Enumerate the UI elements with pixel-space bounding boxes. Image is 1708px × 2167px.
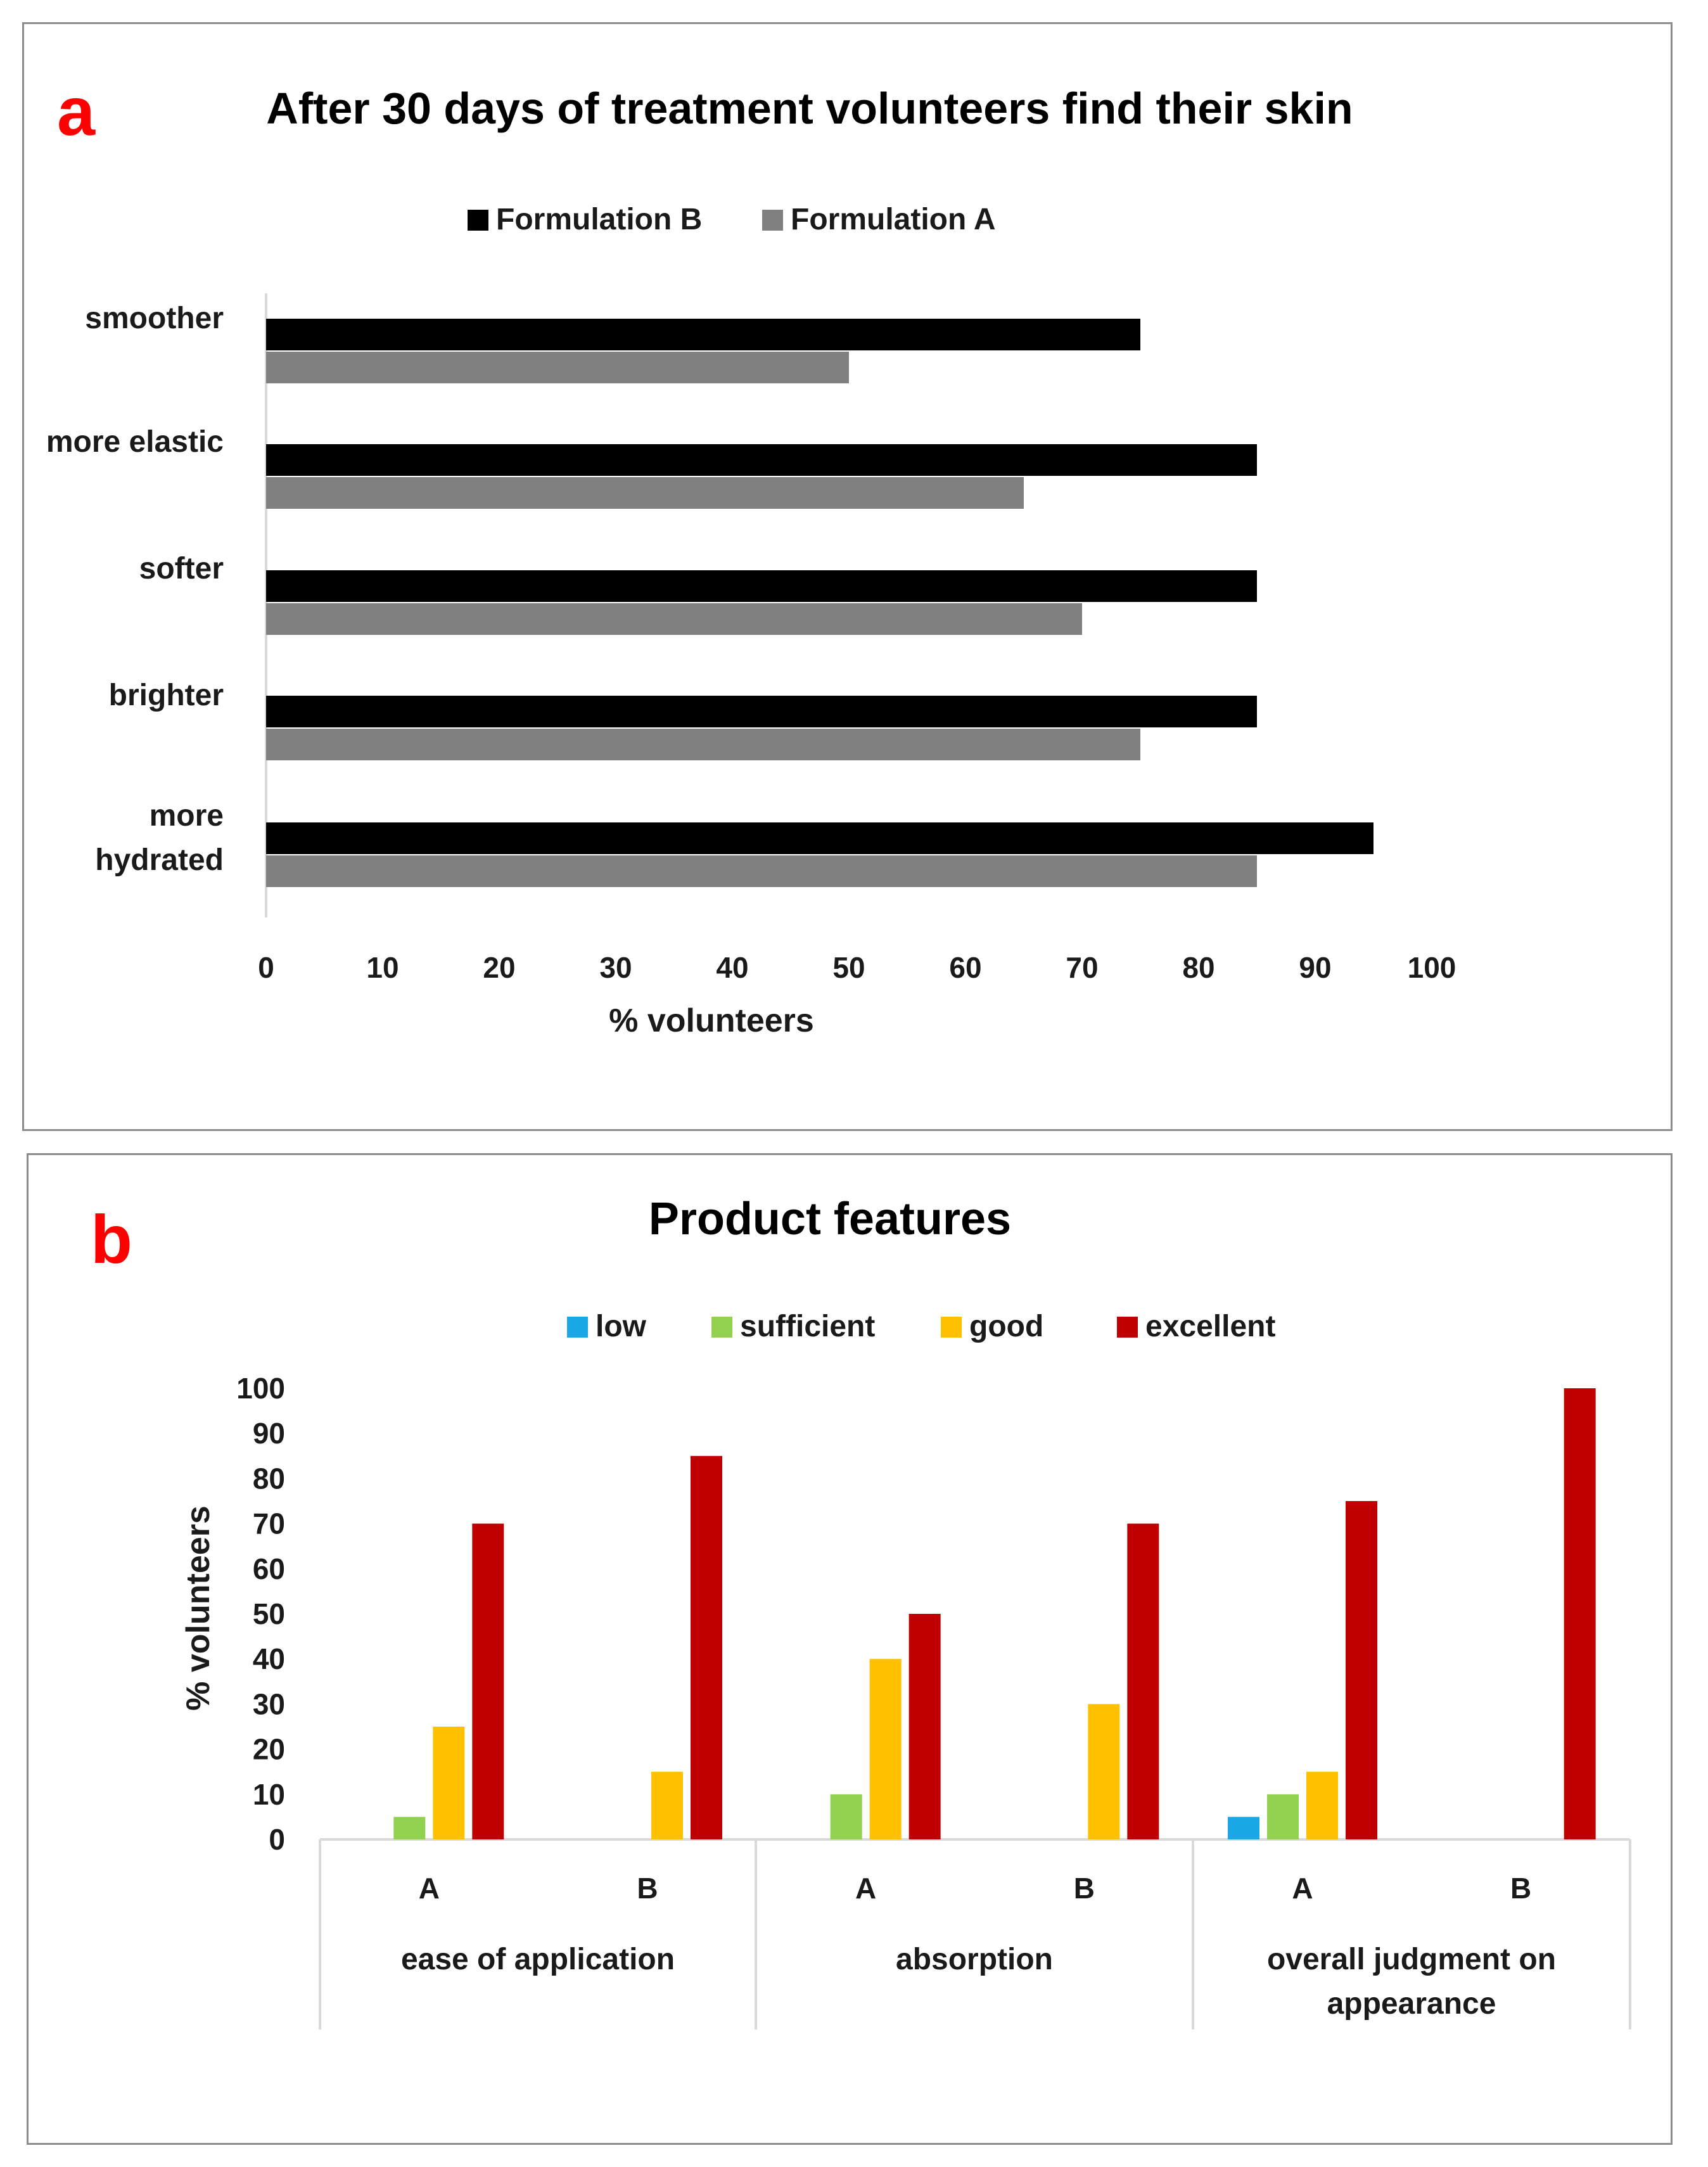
legend-label-formulation-a: Formulation A — [791, 203, 996, 236]
bar-formulation-b-smoother — [266, 319, 1140, 350]
grouped-bar-chart: b Product features low sufficient good exce… — [91, 1194, 1631, 2030]
bar-formulation-a-more-elastic — [266, 477, 1024, 509]
legend: Formulation B Formulation A — [468, 203, 996, 236]
legend-label-good: good — [969, 1310, 1043, 1343]
subcategory-label: A — [855, 1872, 876, 1905]
category-label: softer — [139, 552, 224, 585]
bar-good-group2-A — [869, 1659, 902, 1839]
panel-a: a After 30 days of treatment volunteers … — [22, 22, 1673, 1131]
x-tick-label: 80 — [1182, 951, 1214, 984]
y-tick-label: 90 — [253, 1417, 285, 1450]
group-label: ease of application — [401, 1943, 675, 1976]
x-tick-label: 20 — [483, 951, 515, 984]
subcategory-label: B — [637, 1872, 658, 1905]
x-tick-label: 90 — [1299, 951, 1331, 984]
y-tick-label: 10 — [253, 1778, 285, 1811]
bar-formulation-a-more-hydrated — [266, 855, 1257, 887]
bar-formulation-a-softer — [266, 603, 1082, 635]
bar-excellent-group2-B — [1127, 1523, 1159, 1839]
legend-label-formulation-b: Formulation B — [496, 203, 702, 236]
category-labels: smoother more elastic softer brighter more hy… — [46, 302, 224, 877]
bar-formulation-a-smoother — [266, 352, 849, 383]
y-tick-label: 30 — [253, 1687, 285, 1720]
bar-formulation-b-more-elastic — [266, 444, 1257, 476]
x-tick-label: 50 — [832, 951, 865, 984]
bar-sufficient-group2-A — [830, 1794, 862, 1839]
legend-label-low: low — [596, 1310, 647, 1343]
legend-swatch-formulation-a — [762, 210, 783, 231]
x-tick-labels: 0 10 20 30 40 50 60 70 80 90 100 — [258, 951, 1456, 984]
chart-title: Product features — [649, 1194, 1011, 1244]
legend-swatch-good — [941, 1317, 962, 1338]
horizontal-bar-chart: a After 30 days of treatment volunteers … — [46, 73, 1456, 1039]
y-tick-label: 50 — [253, 1597, 285, 1630]
category-label: brighter — [109, 679, 224, 712]
group-label: overall judgment on appearance — [1267, 1943, 1556, 2021]
subcategory-label: A — [1292, 1872, 1313, 1905]
subcategory-label: B — [1510, 1872, 1531, 1905]
x-axis-label: % volunteers — [609, 1002, 814, 1039]
y-tick-label: 80 — [253, 1462, 285, 1495]
bar-good-group1-A — [433, 1727, 465, 1839]
chart-title: After 30 days of treatment volunteers fi… — [266, 84, 1353, 133]
y-axis-label: % volunteers — [180, 1505, 217, 1711]
panel-letter-a: a — [57, 73, 96, 150]
bar-excellent-group3-A — [1346, 1501, 1377, 1839]
bar-formulation-b-more-hydrated — [266, 822, 1373, 854]
panel-letter-b: b — [91, 1201, 132, 1277]
subcategory-label: A — [419, 1872, 440, 1905]
bar-formulation-b-brighter — [266, 696, 1257, 727]
bar-excellent-group2-A — [908, 1614, 941, 1839]
panel-b: b Product features low sufficient good exce… — [27, 1153, 1673, 2145]
legend-swatch-sufficient — [711, 1317, 732, 1338]
category-label: more elastic — [46, 425, 224, 459]
y-tick-label: 100 — [236, 1372, 285, 1405]
y-tick-label: 20 — [253, 1733, 285, 1766]
bars — [393, 1388, 1596, 1839]
group-label: absorption — [896, 1943, 1053, 1976]
bar-good-group1-B — [651, 1772, 683, 1839]
x-tick-label: 60 — [949, 951, 981, 984]
x-tick-label: 0 — [258, 951, 274, 984]
y-tick-label: 40 — [253, 1642, 285, 1675]
x-tick-label: 30 — [599, 951, 632, 984]
x-tick-label: 70 — [1066, 951, 1098, 984]
bar-sufficient-group3-A — [1267, 1794, 1299, 1839]
bar-formulation-a-brighter — [266, 729, 1140, 760]
bar-excellent-group3-B — [1564, 1388, 1596, 1839]
subcategory-label: B — [1074, 1872, 1095, 1905]
legend-swatch-low — [567, 1317, 588, 1338]
bar-good-group3-A — [1306, 1772, 1338, 1839]
x-tick-label: 40 — [716, 951, 748, 984]
bar-excellent-group1-B — [691, 1455, 722, 1839]
bar-good-group2-B — [1088, 1704, 1120, 1839]
legend-label-sufficient: sufficient — [740, 1310, 875, 1343]
y-tick-label: 70 — [253, 1507, 285, 1540]
bars — [266, 319, 1373, 887]
x-tick-label: 100 — [1408, 951, 1456, 984]
x-tick-label: 10 — [366, 951, 398, 984]
legend-swatch-formulation-b — [468, 210, 488, 231]
bar-excellent-group1-A — [472, 1523, 504, 1839]
bar-sufficient-group1-A — [393, 1817, 426, 1839]
y-tick-label: 0 — [269, 1823, 285, 1856]
bar-low-group3-A — [1228, 1817, 1259, 1839]
category-label: smoother — [85, 302, 224, 335]
legend-label-excellent: excellent — [1145, 1310, 1275, 1343]
y-tick-labels: 0 10 20 30 40 50 60 70 80 90 100 — [236, 1372, 285, 1856]
legend: low sufficient good excellent — [567, 1310, 1275, 1343]
x-axis — [319, 1838, 1631, 2030]
y-tick-label: 60 — [253, 1552, 285, 1585]
bar-formulation-b-softer — [266, 570, 1257, 602]
legend-swatch-excellent — [1117, 1317, 1138, 1338]
category-label: more hydrated — [95, 799, 224, 877]
